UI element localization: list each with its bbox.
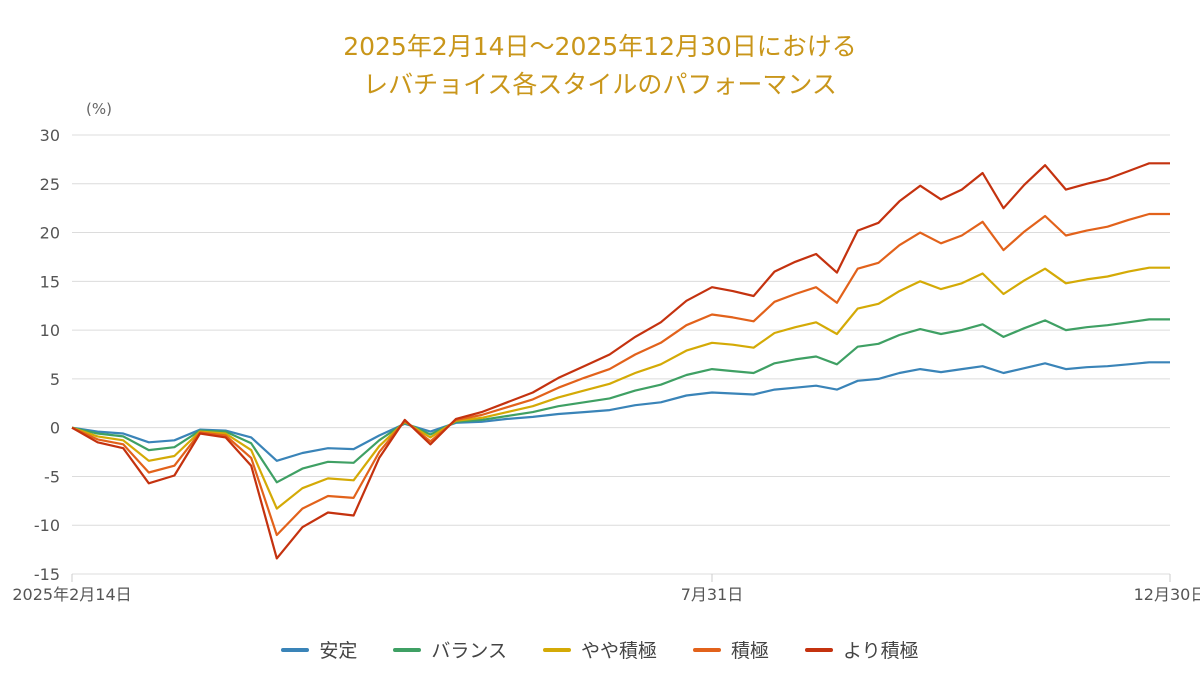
series-line bbox=[71, 266, 1170, 510]
y-tick-label: 30 bbox=[40, 126, 60, 145]
chart-title-line1: 2025年2月14日〜2025年12月30日における bbox=[343, 32, 857, 61]
y-axis-ticks: 30 25 20 15 10 5 0 -5 -10 -15 bbox=[34, 126, 60, 584]
legend-swatch-icon bbox=[542, 647, 571, 652]
legend-swatch-icon bbox=[805, 647, 834, 652]
line-chart: 30 25 20 15 10 5 0 -5 -10 -15 2025年2月14日 7月31日 12月3… bbox=[12, 126, 1200, 604]
x-tick-label: 2025年2月14日 bbox=[12, 585, 131, 604]
legend-swatch-icon bbox=[393, 647, 422, 652]
legend-swatch-icon bbox=[281, 647, 310, 652]
y-tick-label: -10 bbox=[34, 516, 60, 535]
series-line bbox=[71, 162, 1170, 560]
chart-title: 2025年2月14日〜2025年12月30日における レバチョイス各スタイルのパ… bbox=[0, 28, 1200, 104]
series-line bbox=[71, 318, 1170, 484]
y-tick-label: 15 bbox=[40, 272, 60, 291]
legend-item-yori-sekkyoku[interactable]: より積極 bbox=[805, 636, 919, 663]
legend-label: 積極 bbox=[731, 640, 770, 662]
x-axis: 2025年2月14日 7月31日 12月30日 bbox=[12, 574, 1200, 604]
x-tick-label: 12月30日 bbox=[1134, 585, 1200, 604]
legend-label: バランス bbox=[431, 640, 507, 662]
y-tick-label: 10 bbox=[40, 321, 60, 340]
gridlines bbox=[72, 134, 1170, 575]
legend-label: 安定 bbox=[319, 640, 358, 662]
series-lines bbox=[71, 162, 1170, 560]
y-tick-label: 5 bbox=[50, 370, 60, 389]
y-tick-label: 0 bbox=[50, 419, 60, 438]
legend-item-balance[interactable]: バランス bbox=[393, 636, 507, 663]
legend-swatch-icon bbox=[693, 647, 721, 652]
y-tick-label: 25 bbox=[40, 175, 60, 194]
legend-item-yaya-sekkyoku[interactable]: やや積極 bbox=[542, 636, 657, 663]
y-tick-label: -15 bbox=[34, 565, 60, 584]
y-tick-label: -5 bbox=[44, 467, 60, 486]
legend-label: より積極 bbox=[843, 640, 919, 662]
legend: 安定 バランス やや積極 積極 より積極 bbox=[0, 636, 1200, 663]
y-tick-label: 20 bbox=[40, 224, 60, 243]
legend-item-antei[interactable]: 安定 bbox=[281, 636, 357, 663]
chart-title-line2: レバチョイス各スタイルのパフォーマンス bbox=[363, 70, 837, 99]
series-line bbox=[71, 361, 1170, 462]
legend-label: やや積極 bbox=[580, 640, 657, 662]
y-axis-unit: (%) bbox=[86, 100, 112, 118]
series-line bbox=[71, 212, 1170, 537]
legend-item-sekkyoku[interactable]: 積極 bbox=[693, 636, 769, 663]
x-tick-label: 7月31日 bbox=[681, 585, 744, 604]
